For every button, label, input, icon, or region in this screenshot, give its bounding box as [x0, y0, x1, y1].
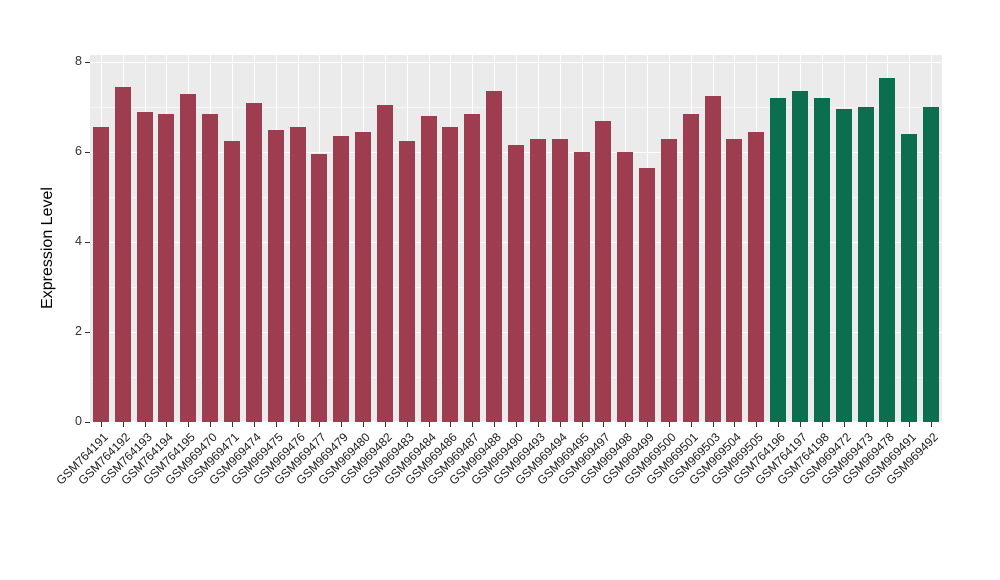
- x-tick-mark: [581, 422, 583, 427]
- x-tick-mark: [232, 422, 233, 427]
- x-tick-mark: [887, 422, 889, 427]
- bar: [748, 131, 765, 422]
- y-tick-mark: [85, 332, 90, 333]
- bar: [92, 127, 109, 422]
- bar: [245, 102, 262, 422]
- bar: [267, 129, 284, 422]
- bar: [333, 136, 350, 422]
- y-tick-label: 6: [75, 144, 82, 158]
- bar: [923, 107, 940, 422]
- bar: [901, 134, 918, 422]
- bar: [726, 138, 743, 422]
- x-tick-mark: [188, 422, 190, 427]
- x-tick-mark: [144, 422, 146, 427]
- y-tick-mark: [85, 422, 90, 423]
- bar: [770, 98, 787, 422]
- bar: [311, 154, 328, 422]
- bar: [355, 131, 372, 422]
- x-tick-mark: [100, 422, 102, 427]
- x-tick-mark: [800, 422, 801, 427]
- x-tick-mark: [647, 422, 649, 427]
- bar: [573, 152, 590, 422]
- bar: [114, 86, 131, 422]
- bar: [704, 95, 721, 422]
- x-tick-mark: [166, 422, 168, 427]
- bar: [289, 127, 306, 422]
- x-tick-mark: [428, 422, 430, 427]
- bar: [180, 93, 197, 422]
- x-tick-mark: [843, 422, 845, 427]
- x-tick-mark: [537, 422, 539, 427]
- x-tick-mark: [363, 422, 365, 427]
- y-tick-mark: [85, 152, 90, 153]
- y-tick-label: 4: [75, 234, 82, 248]
- bar: [224, 140, 240, 422]
- y-tick-mark: [85, 62, 90, 63]
- y-tick-mark: [85, 242, 90, 243]
- bar: [595, 120, 612, 422]
- x-tick-mark: [210, 422, 212, 427]
- bar: [202, 113, 219, 422]
- bar: [529, 138, 546, 422]
- x-tick-mark: [668, 422, 670, 427]
- bar: [660, 138, 677, 422]
- bar: [420, 116, 437, 422]
- x-tick-mark: [690, 422, 692, 427]
- x-tick-mark: [122, 422, 124, 427]
- bar: [442, 127, 459, 422]
- bar: [639, 167, 656, 422]
- bar: [551, 138, 568, 422]
- x-tick-mark: [253, 422, 255, 427]
- x-tick-mark: [384, 422, 386, 427]
- x-tick-mark: [297, 422, 299, 427]
- bar: [158, 113, 175, 422]
- y-tick-label: 8: [75, 54, 82, 68]
- bar: [617, 152, 634, 422]
- bar: [835, 109, 852, 422]
- x-tick-mark: [494, 422, 496, 427]
- bar: [376, 104, 393, 422]
- x-tick-mark: [275, 422, 277, 427]
- x-tick-mark: [559, 422, 561, 427]
- bar: [136, 111, 153, 422]
- x-tick-mark: [516, 422, 517, 427]
- y-tick-label: 2: [75, 324, 82, 338]
- bar: [464, 113, 481, 422]
- bar: [792, 91, 808, 422]
- x-tick-mark: [450, 422, 452, 427]
- bar: [879, 77, 896, 422]
- x-tick-mark: [712, 422, 714, 427]
- x-tick-mark: [756, 422, 758, 427]
- bar: [508, 145, 524, 422]
- x-tick-mark: [341, 422, 343, 427]
- bar: [682, 113, 699, 422]
- x-tick-mark: [909, 422, 911, 427]
- y-tick-label: 0: [75, 414, 82, 428]
- bar: [857, 107, 874, 422]
- y-axis-title: Expression Level: [39, 187, 56, 309]
- x-tick-mark: [778, 422, 780, 427]
- x-tick-mark: [472, 422, 474, 427]
- x-tick-mark: [319, 422, 321, 427]
- bar: [398, 140, 415, 422]
- x-tick-mark: [821, 422, 823, 427]
- x-tick-mark: [406, 422, 408, 427]
- x-tick-mark: [625, 422, 627, 427]
- plot-panel: [90, 55, 942, 422]
- x-tick-mark: [603, 422, 605, 427]
- x-tick-mark: [865, 422, 867, 427]
- x-tick-mark: [931, 422, 933, 427]
- x-tick-mark: [734, 422, 736, 427]
- bar: [813, 98, 830, 422]
- bar: [486, 91, 503, 422]
